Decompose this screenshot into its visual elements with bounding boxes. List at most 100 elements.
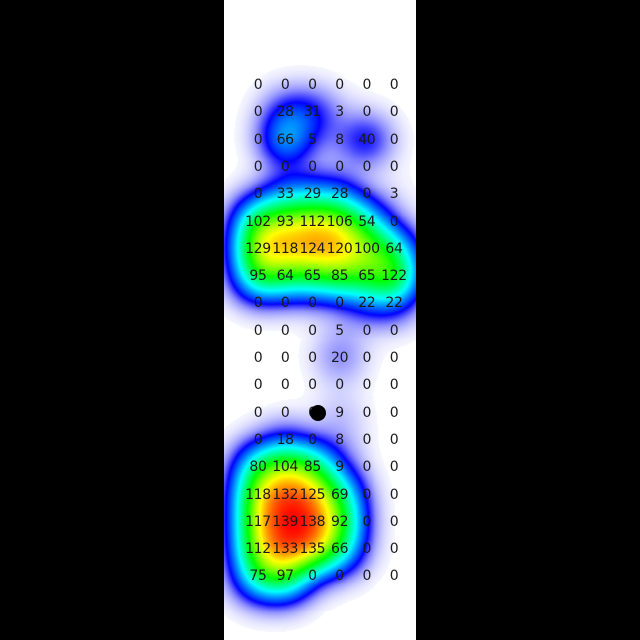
cell-value: 0	[389, 459, 399, 476]
cell-value: 0	[308, 322, 317, 339]
cell-value: 0	[280, 322, 290, 339]
cell-value: 0	[389, 77, 399, 93]
cell-value: 0	[362, 77, 372, 93]
cell-value: 3	[335, 104, 344, 121]
cell-value: 0	[389, 377, 399, 394]
cell-value: 9	[335, 459, 344, 476]
cell-value: 104	[272, 459, 299, 476]
cell-value: 0	[389, 568, 399, 585]
cell-value: 0	[253, 158, 263, 175]
cell-value: 0	[280, 295, 290, 312]
cell-value: 80	[249, 459, 267, 476]
cell-value: 0	[253, 186, 263, 203]
cell-value: 125	[299, 486, 326, 503]
cell-value: 0	[280, 158, 290, 175]
cell-value: 0	[253, 77, 263, 93]
cell-value: 0	[362, 459, 372, 476]
cell-value: 0	[389, 350, 399, 366]
cell-value: 66	[330, 541, 349, 558]
cell-value: 0	[253, 295, 263, 312]
cell-value: 22	[358, 295, 376, 312]
cell-value: 0	[335, 77, 344, 93]
cell-value: 0	[362, 104, 372, 121]
cell-value: 0	[389, 104, 399, 121]
cell-value: 118	[272, 240, 299, 257]
cell-value: 97	[276, 568, 295, 585]
cell-value: 3	[389, 186, 399, 203]
cell-value: 0	[308, 377, 317, 394]
cell-value: 135	[299, 541, 326, 558]
cell-value: 112	[245, 541, 271, 558]
cell-value: 0	[253, 322, 263, 339]
cell-value: 0	[253, 377, 263, 394]
cell-value: 33	[276, 186, 295, 203]
cell-value: 40	[358, 131, 376, 148]
cell-value: 0	[389, 322, 399, 339]
cell-value: 8	[335, 131, 344, 148]
cell-value: 85	[330, 268, 349, 285]
cell-value: 0	[389, 486, 399, 503]
cell-value: 124	[299, 240, 326, 257]
cell-value: 139	[272, 513, 299, 530]
cell-value: 0	[253, 104, 263, 121]
heatmap-density-layer	[224, 0, 416, 640]
cell-value: 0	[335, 568, 344, 585]
cell-value: 0	[362, 568, 372, 585]
cell-value: 118	[245, 486, 271, 503]
cell-value: 0	[362, 186, 372, 203]
cell-value: 95	[249, 268, 267, 285]
cell-value: 133	[272, 541, 299, 558]
cell-value: 129	[245, 240, 271, 257]
cell-value: 0	[362, 158, 372, 175]
cell-value: 138	[299, 513, 326, 530]
cell-value: 0	[308, 350, 317, 366]
cell-value: 0	[389, 131, 399, 148]
cell-value: 0	[362, 486, 372, 503]
cell-value: 0	[280, 77, 290, 93]
cell-value: 100	[353, 240, 380, 257]
cell-value: 20	[330, 350, 349, 366]
cell-value: 54	[358, 213, 376, 230]
cell-value: 0	[362, 513, 372, 530]
cell-value: 0	[362, 541, 372, 558]
cell-value: 112	[299, 213, 326, 230]
cell-value: 0	[280, 377, 290, 394]
cell-value: 66	[276, 131, 295, 148]
cell-value: 132	[272, 486, 299, 503]
cell-value: 0	[362, 431, 372, 448]
cell-value: 0	[389, 213, 399, 230]
cell-value: 5	[308, 131, 317, 148]
cell-value: 0	[308, 77, 317, 93]
cell-value: 122	[381, 268, 407, 285]
cell-value: 0	[362, 377, 372, 394]
cell-value: 0	[253, 431, 263, 448]
cell-value: 93	[276, 213, 295, 230]
cell-value: 65	[358, 268, 376, 285]
cell-value: 69	[330, 486, 349, 503]
cell-value: 85	[303, 459, 322, 476]
cell-value: 0	[280, 404, 290, 421]
cell-value: 106	[326, 213, 353, 230]
cell-value: 0	[253, 404, 263, 421]
cell-value: 28	[330, 186, 349, 203]
cell-value: 0	[308, 568, 317, 585]
cell-value: 64	[276, 268, 295, 285]
cell-value: 8	[335, 431, 344, 448]
cell-value: 0	[389, 404, 399, 421]
cell-value: 18	[276, 431, 295, 448]
cell-value: 0	[253, 131, 263, 148]
cell-value: 117	[245, 513, 271, 530]
cell-value: 22	[385, 295, 403, 312]
marker-dot	[310, 404, 327, 421]
cell-value: 0	[362, 322, 372, 339]
heatmap-panel: 0 0 0 0 0 0 0 28 31 3 0 0 0 66 5 8 40 0 0 0 0 0 0 0 0 33 29 28 0 3 102…	[224, 0, 416, 640]
cell-value: 0	[389, 541, 399, 558]
cell-value: 0	[389, 431, 399, 448]
cell-value: 0	[253, 350, 263, 366]
cell-value: 75	[249, 568, 267, 585]
cell-value: 0	[389, 158, 399, 175]
cell-value: 28	[276, 104, 295, 121]
cell-value: 0	[308, 295, 317, 312]
cell-value: 64	[385, 240, 403, 257]
